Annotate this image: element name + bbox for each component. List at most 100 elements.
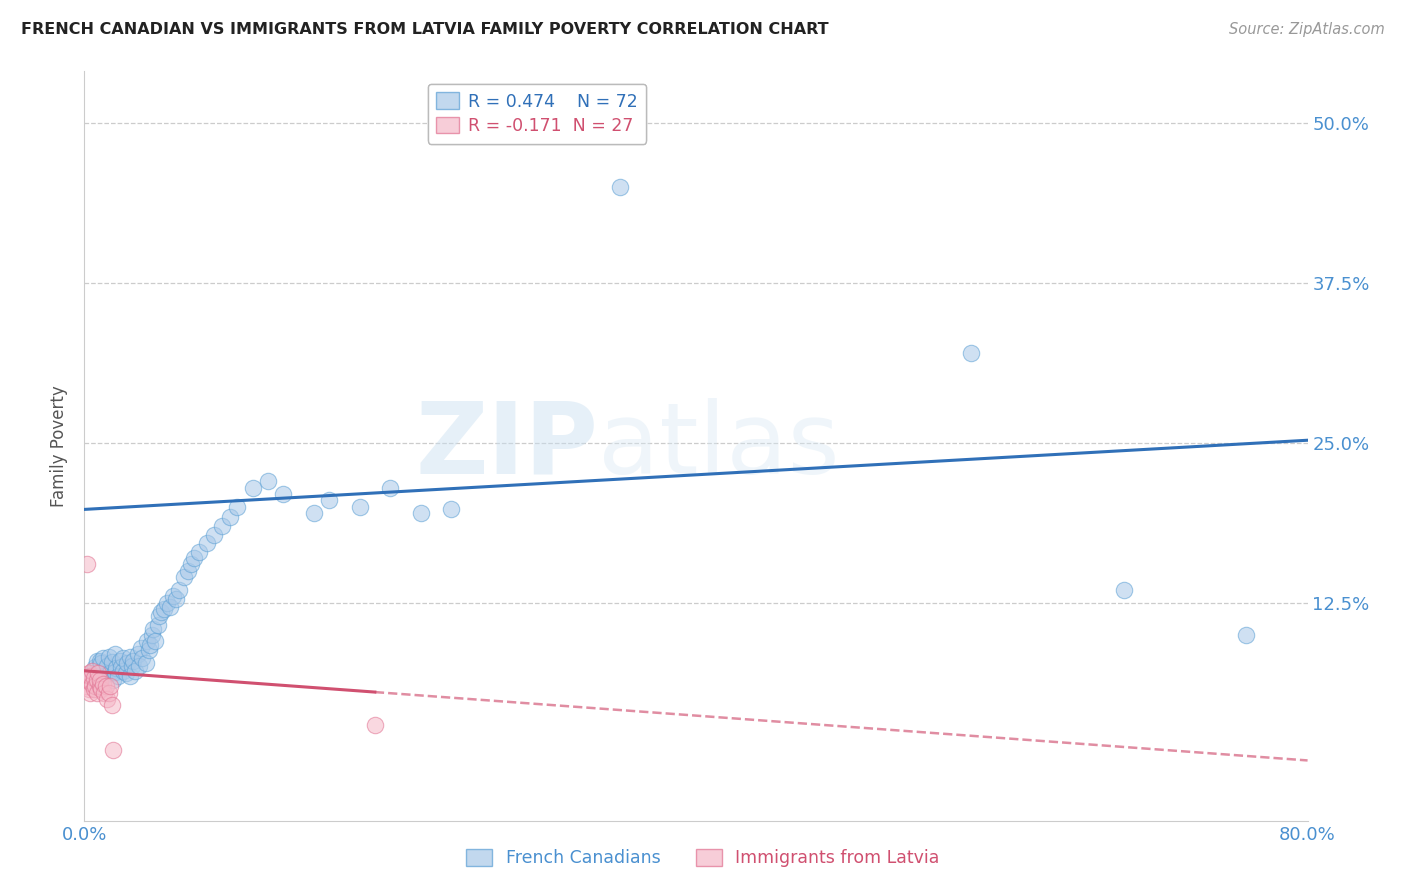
Point: [271, 487, 294, 501]
Point: [77, 681, 100, 696]
Point: [195, 535, 218, 549]
Point: [138, 643, 160, 657]
Point: [180, 558, 202, 572]
Point: [188, 544, 211, 558]
Point: [80, 676, 103, 690]
Point: [165, 592, 187, 607]
Point: [103, 673, 125, 687]
Point: [440, 502, 463, 516]
Point: [1236, 628, 1258, 642]
Point: [83, 672, 105, 686]
Point: [202, 528, 225, 542]
Point: [143, 634, 166, 648]
Point: [86, 673, 108, 687]
Point: [101, 698, 124, 713]
Point: [86, 654, 108, 668]
Point: [141, 628, 163, 642]
Point: [97, 649, 120, 664]
Point: [91, 651, 114, 665]
Point: [79, 685, 101, 699]
Point: [148, 608, 170, 623]
Point: [89, 673, 111, 687]
Point: [159, 599, 181, 614]
Point: [122, 654, 145, 668]
Point: [76, 673, 98, 687]
Point: [96, 692, 118, 706]
Point: [135, 656, 157, 670]
Point: [139, 638, 162, 652]
Point: [142, 622, 165, 636]
Point: [96, 658, 118, 673]
Text: Source: ZipAtlas.com: Source: ZipAtlas.com: [1229, 22, 1385, 37]
Point: [136, 634, 159, 648]
Point: [103, 743, 125, 757]
Point: [84, 679, 107, 693]
Point: [83, 681, 105, 696]
Point: [153, 602, 176, 616]
Point: [156, 596, 179, 610]
Y-axis label: Family Poverty: Family Poverty: [51, 385, 69, 507]
Point: [960, 346, 983, 360]
Point: [124, 664, 146, 678]
Point: [89, 664, 111, 678]
Point: [1114, 583, 1136, 598]
Point: [79, 669, 101, 683]
Point: [108, 654, 131, 668]
Point: [114, 666, 136, 681]
Point: [409, 506, 432, 520]
Point: [226, 500, 249, 514]
Point: [93, 685, 115, 699]
Point: [211, 519, 233, 533]
Point: [98, 679, 121, 693]
Point: [97, 685, 120, 699]
Point: [111, 651, 134, 665]
Point: [177, 564, 200, 578]
Point: [242, 481, 264, 495]
Point: [87, 673, 110, 687]
Point: [146, 617, 169, 632]
Point: [101, 655, 124, 669]
Point: [257, 474, 280, 488]
Text: FRENCH CANADIAN VS IMMIGRANTS FROM LATVIA FAMILY POVERTY CORRELATION CHART: FRENCH CANADIAN VS IMMIGRANTS FROM LATVI…: [21, 22, 828, 37]
Point: [131, 651, 153, 665]
Point: [110, 660, 132, 674]
Point: [77, 666, 100, 681]
Point: [98, 666, 121, 681]
Point: [129, 640, 152, 655]
Point: [120, 649, 142, 664]
Point: [80, 664, 103, 678]
Point: [104, 665, 127, 679]
Point: [149, 605, 172, 619]
Legend: R = 0.474    N = 72, R = -0.171  N = 27: R = 0.474 N = 72, R = -0.171 N = 27: [427, 84, 647, 144]
Point: [76, 558, 98, 572]
Point: [183, 551, 205, 566]
Point: [80, 666, 103, 681]
Point: [167, 583, 190, 598]
Point: [318, 493, 340, 508]
Point: [107, 669, 129, 683]
Point: [609, 179, 631, 194]
Text: atlas: atlas: [598, 398, 839, 494]
Point: [173, 570, 195, 584]
Point: [218, 510, 240, 524]
Point: [115, 656, 138, 670]
Point: [94, 679, 117, 693]
Point: [349, 500, 371, 514]
Point: [364, 717, 387, 731]
Point: [111, 664, 134, 678]
Point: [89, 654, 111, 668]
Point: [75, 679, 97, 693]
Point: [380, 481, 402, 495]
Point: [89, 679, 111, 693]
Point: [90, 681, 112, 696]
Point: [121, 658, 143, 673]
Point: [302, 506, 325, 520]
Point: [128, 658, 150, 673]
Point: [86, 685, 108, 699]
Legend: French Canadians, Immigrants from Latvia: French Canadians, Immigrants from Latvia: [460, 842, 946, 874]
Point: [87, 666, 110, 681]
Point: [90, 656, 112, 670]
Text: ZIP: ZIP: [415, 398, 598, 494]
Point: [104, 647, 127, 661]
Point: [84, 660, 107, 674]
